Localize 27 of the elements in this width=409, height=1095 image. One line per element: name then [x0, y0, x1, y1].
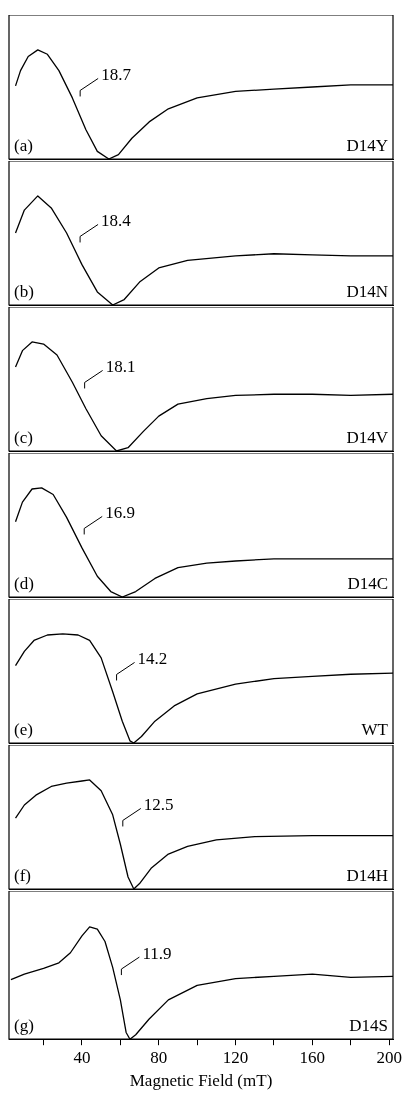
annotation: D14S	[349, 1016, 388, 1036]
annotation: (f)	[14, 865, 31, 885]
annotation: D14V	[346, 427, 389, 447]
annotation: WT	[361, 719, 389, 739]
annotation: 16.9	[105, 503, 135, 523]
x-tick-label: 120	[222, 1047, 249, 1067]
annotation: 18.7	[101, 65, 132, 85]
x-tick-label: 80	[150, 1047, 168, 1067]
annotation: (e)	[14, 719, 33, 739]
annotation: D14C	[347, 573, 388, 593]
annotation: (c)	[14, 427, 33, 447]
annotation: (g)	[14, 1016, 34, 1036]
annotation: 14.2	[137, 649, 168, 669]
annotation: 11.9	[142, 944, 172, 964]
annotation: D14Y	[346, 135, 388, 155]
annotation: (d)	[14, 573, 34, 593]
x-tick-label: 40	[73, 1047, 91, 1067]
x-axis-title: Magnetic Field (mT)	[129, 1071, 273, 1091]
x-tick-label: 200	[376, 1047, 402, 1067]
x-tick-label: 160	[299, 1047, 326, 1067]
annotation: D14N	[346, 281, 388, 301]
annotation: 18.1	[105, 357, 136, 377]
annotation: 12.5	[143, 795, 174, 815]
annotation: 18.4	[101, 211, 132, 231]
annotation: (a)	[14, 135, 33, 155]
annotation: D14H	[346, 865, 388, 885]
annotation: (b)	[14, 281, 34, 301]
